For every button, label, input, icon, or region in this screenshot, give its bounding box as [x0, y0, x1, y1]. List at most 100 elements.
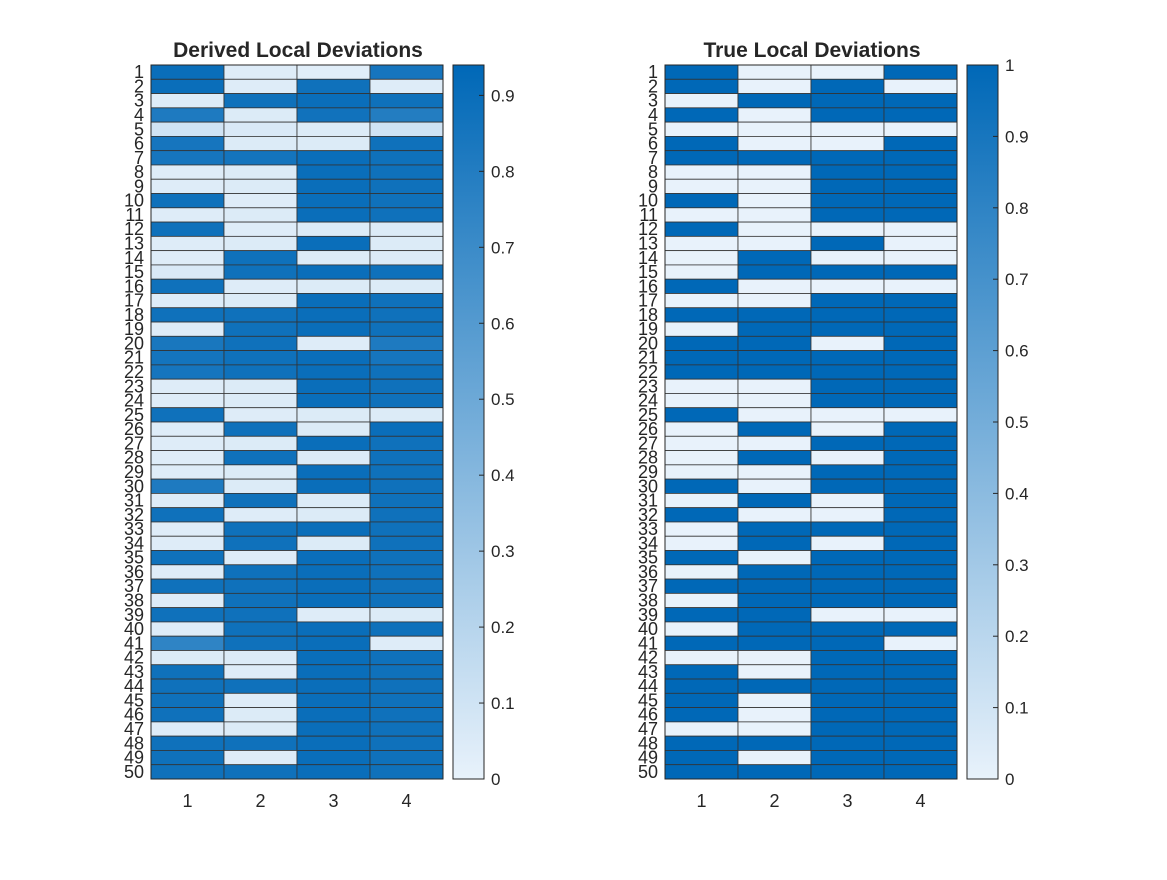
heatmap-cell	[664, 278, 739, 294]
heatmap-cell	[369, 550, 444, 566]
heatmap-cell	[296, 193, 371, 209]
heatmap-cell	[664, 650, 739, 666]
heatmap-cell	[737, 478, 812, 494]
heatmap-cell	[223, 278, 298, 294]
heatmap-cell	[664, 707, 739, 723]
heatmap-cell	[369, 707, 444, 723]
heatmap-cell	[150, 278, 225, 294]
heatmap-cell	[369, 578, 444, 594]
colorbar-tick-label: 0.2	[1005, 627, 1029, 646]
heatmap-cell	[664, 235, 739, 252]
y-tick-label: 17	[638, 291, 658, 311]
heatmap-cell	[883, 221, 958, 237]
heatmap-cell	[223, 235, 298, 252]
heatmap-cell	[150, 64, 225, 80]
heatmap-cell	[664, 164, 739, 180]
heatmap-cell	[223, 721, 298, 737]
heatmap-cell	[296, 135, 371, 152]
heatmap-cell	[664, 692, 739, 709]
heatmap-cell	[369, 93, 444, 109]
heatmap-cell	[369, 592, 444, 609]
heatmap-cell	[223, 78, 298, 94]
heatmap-cell	[883, 692, 958, 709]
heatmap-cell	[369, 150, 444, 166]
heatmap-cell	[296, 293, 371, 309]
heatmap-cell	[737, 364, 812, 380]
y-tick-label: 24	[124, 391, 144, 411]
y-tick-label: 11	[639, 205, 658, 225]
y-tick-label: 33	[638, 519, 658, 539]
heatmap-cell	[223, 692, 298, 709]
y-tick-label: 13	[124, 234, 144, 254]
heatmap-cell	[883, 93, 958, 109]
y-tick-label: 50	[124, 762, 144, 782]
heatmap-cell	[223, 592, 298, 609]
heatmap-cell	[883, 121, 958, 137]
heatmap-cell	[369, 307, 444, 323]
heatmap-cell	[296, 207, 371, 223]
heatmap-cell	[737, 550, 812, 566]
heatmap-cell	[737, 592, 812, 609]
heatmap-cell	[223, 164, 298, 180]
heatmap-cell	[369, 450, 444, 466]
heatmap-cell	[369, 678, 444, 694]
heatmap-cell	[883, 207, 958, 223]
y-tick-label: 31	[124, 491, 144, 511]
heatmap-cell	[369, 407, 444, 423]
heatmap-cell	[737, 193, 812, 209]
heatmap-cell	[296, 492, 371, 509]
heatmap-cell	[737, 393, 812, 409]
y-tick-label: 41	[638, 633, 658, 653]
x-tick-label: 2	[255, 791, 265, 811]
heatmap-cell	[810, 293, 885, 309]
heatmap-cell	[223, 764, 298, 780]
y-tick-label: 48	[124, 733, 144, 753]
heatmap-cell	[883, 707, 958, 723]
heatmap-cell	[150, 450, 225, 466]
heatmap-cell	[223, 750, 298, 766]
heatmap-cell	[150, 764, 225, 780]
heatmap-cell	[150, 78, 225, 94]
y-tick-label: 39	[638, 605, 658, 625]
heatmap-cell	[737, 764, 812, 780]
y-tick-label: 30	[124, 476, 144, 496]
heatmap-cell	[664, 750, 739, 766]
heatmap-cell	[737, 235, 812, 252]
heatmap-cell	[810, 592, 885, 609]
heatmap-cell	[296, 578, 371, 594]
heatmap-cell	[150, 521, 225, 537]
heatmap-cell	[150, 178, 225, 194]
heatmap-cell	[737, 635, 812, 651]
y-tick-label: 26	[638, 419, 658, 439]
heatmap-cell	[223, 507, 298, 523]
colorbar-tick-label: 0.6	[1005, 342, 1029, 361]
y-tick-label: 44	[124, 676, 144, 696]
heatmap-cell	[810, 150, 885, 166]
heatmap-cell	[150, 164, 225, 180]
heatmap-cell	[296, 450, 371, 466]
heatmap-cell	[810, 607, 885, 623]
y-tick-label: 29	[124, 462, 144, 482]
y-tick-label: 36	[124, 562, 144, 582]
plot-frame	[664, 64, 958, 780]
y-tick-label: 19	[124, 319, 144, 339]
heatmap-cell	[883, 464, 958, 480]
heatmap-cell	[883, 364, 958, 380]
heatmap-cell	[810, 621, 885, 637]
heatmap-cell	[737, 321, 812, 337]
heatmap-cell	[369, 750, 444, 766]
heatmap-cell	[664, 135, 739, 152]
heatmap-cell	[150, 407, 225, 423]
heatmap-cell	[737, 164, 812, 180]
colorbar	[966, 64, 999, 780]
heatmap-cell	[664, 193, 739, 209]
heatmap-cell	[369, 692, 444, 709]
heatmap-cell	[223, 93, 298, 109]
heatmap-cell	[296, 707, 371, 723]
heatmap-cell	[883, 435, 958, 451]
heatmap-cell	[369, 507, 444, 523]
y-tick-label: 4	[648, 105, 658, 125]
heatmap-cell	[737, 435, 812, 451]
heatmap-cell	[883, 492, 958, 509]
